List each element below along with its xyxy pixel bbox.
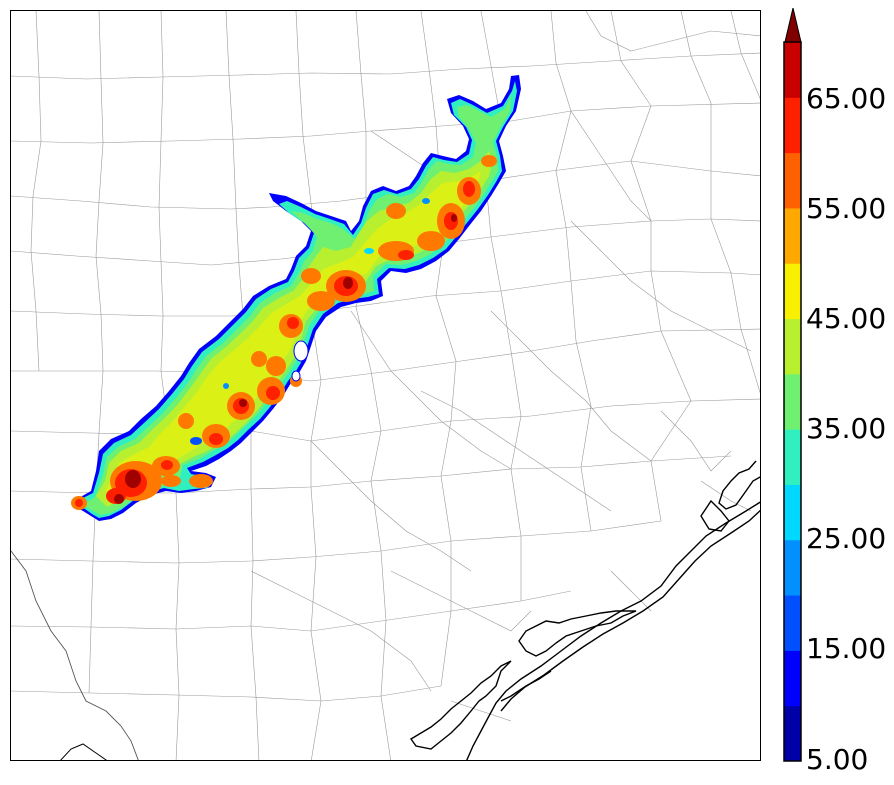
colorbar-box (784, 595, 801, 651)
colorbar-box (784, 263, 801, 320)
colorbar-box (784, 539, 801, 596)
colorbar-box (784, 318, 801, 375)
echo-holes (190, 198, 430, 445)
river-border (60, 743, 107, 760)
colorbar-tick-label: 15.00 (806, 632, 887, 665)
colorbar-box (784, 650, 801, 707)
colorbar (783, 8, 802, 762)
map-frame (10, 10, 761, 761)
colorbar-box (784, 373, 801, 430)
colorbar-box (784, 97, 801, 154)
coastline (409, 460, 760, 760)
river-border (11, 550, 139, 760)
colorbar-tick-label: 35.00 (806, 412, 887, 445)
colorbar-tick-label: 65.00 (806, 82, 887, 115)
colorbar-box (784, 42, 801, 98)
colorbar-tick-label: 45.00 (806, 302, 887, 335)
colorbar-box (784, 429, 801, 485)
colorbar-box (784, 152, 801, 209)
colorbar-tick-label: 55.00 (806, 192, 887, 225)
reflectivity-field (71, 75, 521, 521)
colorbar-extend-arrow (784, 8, 802, 43)
colorbar-box (784, 705, 801, 762)
colorbar-tick-label: 25.00 (806, 522, 887, 555)
echo-cells-core (114, 214, 457, 504)
colorbar-box (784, 207, 801, 264)
colorbar-box (784, 484, 801, 541)
colorbar-boxes (784, 42, 801, 762)
county-boundaries (11, 11, 760, 760)
colorbar-border (783, 41, 802, 762)
colorbar-tick-label: 5.00 (806, 743, 869, 776)
radar-map (11, 11, 760, 760)
